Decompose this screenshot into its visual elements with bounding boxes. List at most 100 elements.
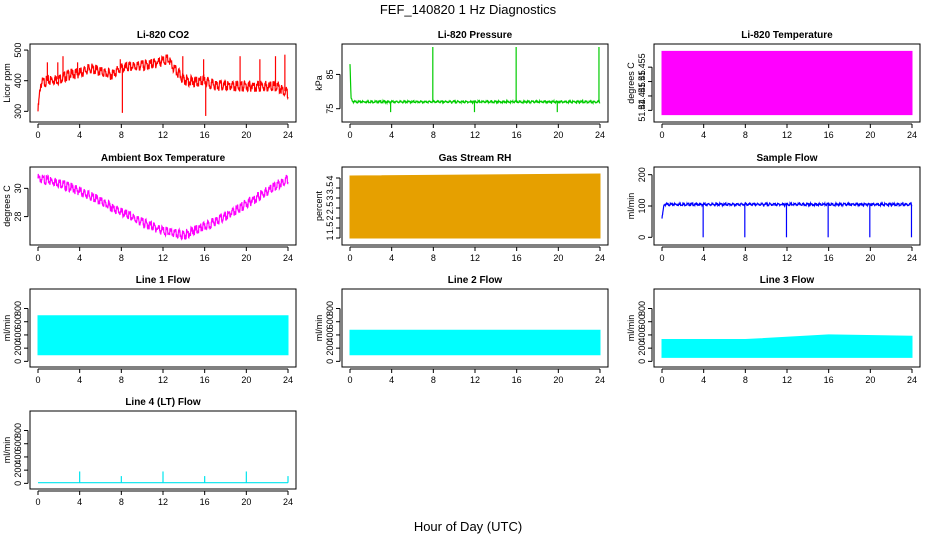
series-marks (37, 315, 289, 356)
y-tick-label: 1 (325, 235, 335, 240)
x-axis: 0 4 8 12 16 20 24 (347, 246, 605, 263)
x-tick-label: 24 (595, 130, 605, 140)
x-tick-label: 16 (512, 253, 522, 263)
y-tick-label: 200 (637, 341, 647, 356)
panel-frame (653, 288, 921, 368)
series-line (349, 64, 601, 106)
x-tick-label: 20 (865, 375, 875, 385)
y-tick-label: 400 (637, 327, 647, 342)
x-tick-label: 20 (241, 497, 251, 507)
panel-title: Li-820 CO2 (137, 30, 190, 41)
y-axis-label: percent (314, 190, 324, 221)
x-tick-label: 20 (241, 375, 251, 385)
x-tick-label: 4 (389, 130, 394, 140)
x-tick-label: 4 (77, 253, 82, 263)
y-tick-label: 0 (637, 359, 647, 364)
panel-frame (29, 288, 297, 368)
x-tick-label: 12 (470, 130, 480, 140)
panel-frame (341, 288, 609, 368)
y-tick-label: 400 (325, 327, 335, 342)
x-axis: 0 4 8 12 16 20 24 (347, 368, 605, 385)
panel-title: Sample Flow (756, 153, 817, 164)
y-tick-label: 51.445 (637, 82, 647, 110)
x-tick-label: 8 (119, 375, 124, 385)
y-axis-label: Licor ppm (2, 63, 12, 103)
panel-title: Li-820 Temperature (741, 30, 833, 41)
x-axis: 0 4 8 12 16 20 24 (659, 123, 917, 140)
x-tick-label: 0 (35, 130, 40, 140)
panel-4: Ambient Box Temperature 0 4 8 12 16 20 24 28 30de… (2, 153, 297, 263)
y-tick-label: 2.5 (325, 202, 335, 215)
panel-frame (653, 43, 921, 123)
series-band (37, 315, 289, 356)
panel-6: Sample Flow 0 4 8 12 16 20 24 0 100 200 ml/min (626, 153, 921, 263)
series-marks (661, 334, 913, 358)
x-tick-label: 16 (200, 497, 210, 507)
y-axis-label: ml/min (626, 315, 636, 342)
y-tick-label: 51.45 (637, 70, 647, 93)
series-band (349, 329, 601, 356)
y-axis: 300 400 500 (13, 43, 29, 119)
series-marks (37, 54, 289, 116)
x-tick-label: 8 (743, 375, 748, 385)
x-tick-label: 8 (119, 253, 124, 263)
x-tick-label: 12 (470, 253, 480, 263)
x-tick-label: 24 (283, 253, 293, 263)
series-band (661, 334, 913, 358)
x-axis: 0 4 8 12 16 20 24 (659, 368, 917, 385)
y-tick-label: 800 (325, 301, 335, 316)
y-tick-label: 400 (13, 327, 23, 342)
figure-title: FEF_140820 1 Hz Diagnostics (380, 2, 557, 17)
x-tick-label: 16 (200, 375, 210, 385)
x-tick-label: 12 (782, 253, 792, 263)
x-tick-label: 8 (743, 253, 748, 263)
y-tick-label: 51.44 (637, 99, 647, 122)
y-axis-label: ml/min (626, 193, 636, 220)
series-line (37, 173, 289, 241)
y-tick-label: 400 (13, 73, 23, 88)
y-tick-label: 600 (637, 314, 647, 329)
panel-title: Line 3 Flow (760, 275, 815, 286)
x-tick-label: 4 (701, 375, 706, 385)
y-axis-label: ml/min (2, 437, 12, 464)
panel-frame (653, 166, 921, 246)
x-tick-label: 16 (824, 253, 834, 263)
y-tick-label: 800 (13, 301, 23, 316)
x-tick-label: 4 (77, 497, 82, 507)
x-axis: 0 4 8 12 16 20 24 (347, 123, 605, 140)
x-tick-label: 12 (158, 375, 168, 385)
x-tick-label: 8 (431, 375, 436, 385)
x-tick-label: 8 (743, 130, 748, 140)
panel-title: Li-820 Pressure (438, 30, 513, 41)
panel-10: Line 4 (LT) Flow 0 4 8 12 16 20 24 0 200400600800… (2, 397, 297, 507)
x-tick-label: 24 (907, 253, 917, 263)
y-tick-label: 1.5 (325, 222, 335, 235)
y-tick-label: 0 (13, 481, 23, 486)
series-marks (38, 471, 289, 484)
x-tick-label: 4 (77, 130, 82, 140)
x-tick-label: 24 (283, 375, 293, 385)
y-tick-label: 75 (325, 104, 335, 114)
y-axis: 0 100 200 (637, 167, 653, 240)
series-line (37, 54, 289, 112)
x-tick-label: 24 (595, 253, 605, 263)
y-tick-label: 3 (325, 195, 335, 200)
x-tick-label: 4 (701, 253, 706, 263)
x-tick-label: 0 (659, 375, 664, 385)
panel-title: Line 1 Flow (136, 275, 191, 286)
x-tick-label: 20 (241, 253, 251, 263)
x-axis: 0 4 8 12 16 20 24 (35, 490, 293, 507)
panel-frame (29, 166, 297, 246)
x-tick-label: 4 (77, 375, 82, 385)
panel-frame (29, 410, 297, 490)
y-tick-label: 200 (325, 341, 335, 356)
series-marks (37, 173, 289, 241)
y-tick-label: 51.455 (637, 53, 647, 81)
panel-title: Ambient Box Temperature (101, 153, 226, 164)
